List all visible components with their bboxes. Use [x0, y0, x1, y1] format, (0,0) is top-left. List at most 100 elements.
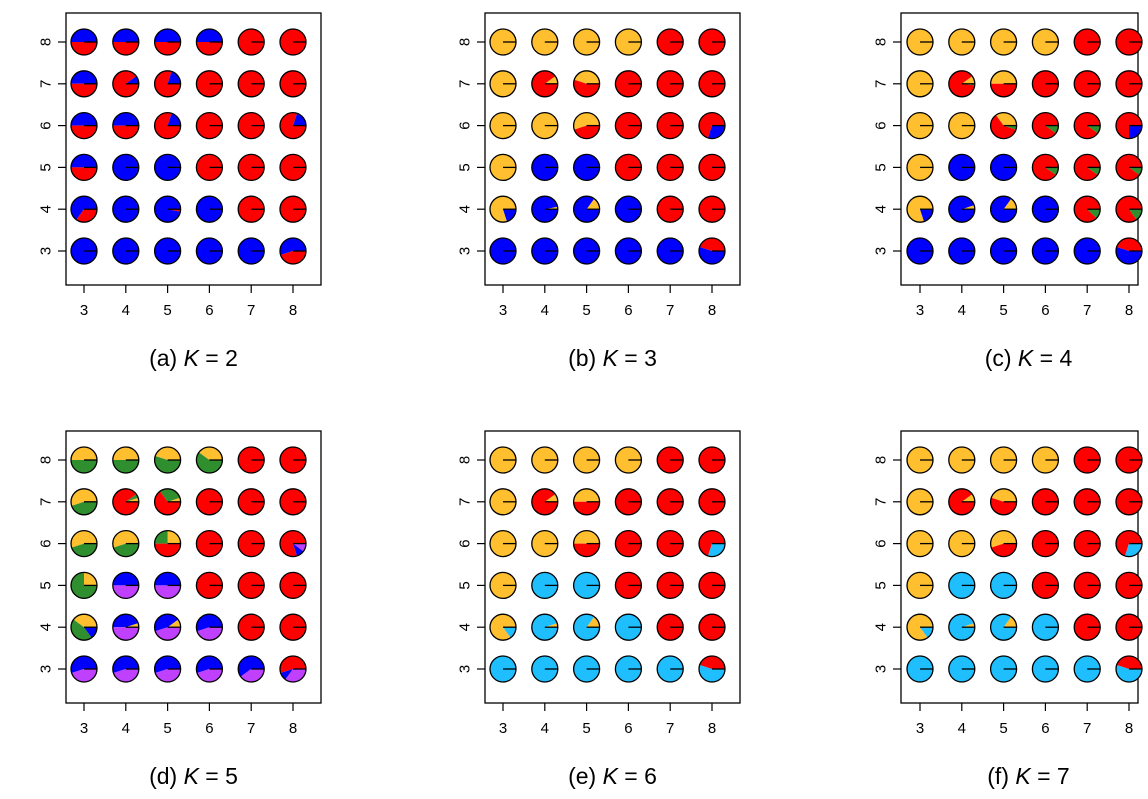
pie-mark — [70, 488, 98, 516]
pie-mark — [153, 153, 182, 182]
x-tick-label: 3 — [499, 720, 507, 737]
pie-mark — [531, 488, 559, 516]
pie-mark — [112, 70, 140, 98]
y-tick-label: 3 — [38, 665, 55, 673]
pie-mark — [195, 488, 224, 516]
pie-slice — [71, 460, 97, 473]
pie-mark — [989, 613, 1018, 641]
pie-mark — [906, 111, 934, 140]
x-tick-label: 3 — [916, 302, 924, 319]
pie-mark — [489, 237, 517, 265]
pie-slice — [991, 543, 1017, 557]
pie-slice — [71, 83, 97, 97]
pie-mark — [153, 613, 182, 641]
pie-mark — [656, 529, 684, 558]
pie-slice — [991, 488, 1017, 502]
pie-mark — [948, 111, 976, 140]
pie-mark — [531, 70, 559, 98]
pie-mark — [237, 111, 265, 140]
pie-mark — [989, 111, 1018, 140]
x-tick-label: 3 — [499, 302, 507, 319]
pie-mark — [698, 488, 726, 516]
pie-mark — [1073, 237, 1101, 265]
pie-mark — [1031, 195, 1060, 223]
x-tick-label: 4 — [541, 720, 549, 737]
panel-caption: (b) K = 3 — [568, 345, 657, 371]
x-tick-label: 7 — [666, 720, 674, 737]
pie-mark — [698, 28, 726, 56]
pie-slice — [112, 627, 139, 641]
pie-mark — [1031, 70, 1060, 98]
x-tick-label: 6 — [205, 302, 213, 319]
pie-mark — [1115, 111, 1143, 140]
pie-mark — [572, 195, 601, 223]
pie-mark — [1115, 28, 1143, 56]
pie-mark — [1115, 571, 1143, 600]
pie-slice — [1003, 125, 1017, 130]
pie-mark — [614, 70, 643, 98]
pie-mark — [1115, 153, 1143, 182]
pie-slice — [155, 669, 181, 682]
pie-mark — [656, 488, 684, 516]
pie-mark — [989, 28, 1018, 56]
pie-mark — [906, 195, 934, 223]
x-tick-label: 8 — [708, 720, 716, 737]
pie-mark — [112, 613, 140, 641]
pie-mark — [698, 195, 726, 223]
pie-slice — [1116, 655, 1142, 669]
pie-mark — [989, 237, 1018, 265]
x-tick-label: 4 — [541, 302, 549, 319]
pie-slice — [699, 656, 725, 669]
pie-slice — [112, 29, 139, 42]
y-tick-label: 4 — [873, 623, 890, 631]
pie-mark — [948, 153, 976, 182]
pie-mark — [572, 111, 601, 140]
panel-caption: (e) K = 6 — [568, 763, 657, 789]
pie-mark — [906, 237, 934, 265]
pie-mark — [489, 529, 517, 558]
pie-mark — [70, 111, 98, 140]
pie-mark — [698, 571, 726, 600]
pie-slice — [112, 614, 139, 628]
pie-mark — [279, 111, 307, 140]
panel-caption: (a) K = 2 — [149, 345, 238, 371]
x-tick-label: 5 — [163, 720, 171, 737]
x-tick-label: 8 — [708, 302, 716, 319]
pie-slice — [1087, 167, 1101, 176]
pie-mark — [1115, 529, 1143, 558]
pie-mark — [1115, 70, 1143, 98]
y-tick-label: 6 — [457, 121, 474, 129]
pie-mark — [489, 111, 517, 140]
pie-slice — [154, 29, 181, 42]
pie-mark — [112, 195, 140, 223]
pie-mark — [614, 655, 643, 683]
pie-mark — [948, 446, 976, 474]
pie-mark — [279, 571, 307, 600]
x-tick-label: 4 — [122, 720, 130, 737]
pie-mark — [948, 529, 976, 558]
pie-slice — [71, 619, 92, 641]
pie-slice — [196, 42, 223, 55]
pie-mark — [195, 655, 224, 683]
pie-slice — [1129, 125, 1142, 139]
pie-mark — [531, 237, 559, 265]
panel-caption: (d) K = 5 — [149, 763, 238, 789]
y-tick-label: 5 — [457, 163, 474, 171]
y-tick-label: 7 — [457, 80, 474, 88]
pie-mark — [1115, 446, 1143, 474]
x-tick-label: 8 — [1125, 720, 1133, 737]
x-tick-label: 8 — [289, 302, 297, 319]
pie-slice — [125, 76, 139, 84]
pie-mark — [1073, 613, 1101, 641]
pie-mark — [489, 70, 517, 98]
pie-mark — [279, 529, 307, 558]
pie-slice — [707, 543, 725, 557]
pie-mark — [489, 153, 517, 182]
y-tick-label: 4 — [873, 205, 890, 213]
pie-slice — [573, 530, 600, 544]
pie-mark — [237, 153, 265, 182]
pie-mark — [572, 237, 601, 265]
pie-mark — [614, 446, 643, 474]
plot-frame — [900, 430, 1139, 704]
pie-slice — [197, 669, 223, 682]
